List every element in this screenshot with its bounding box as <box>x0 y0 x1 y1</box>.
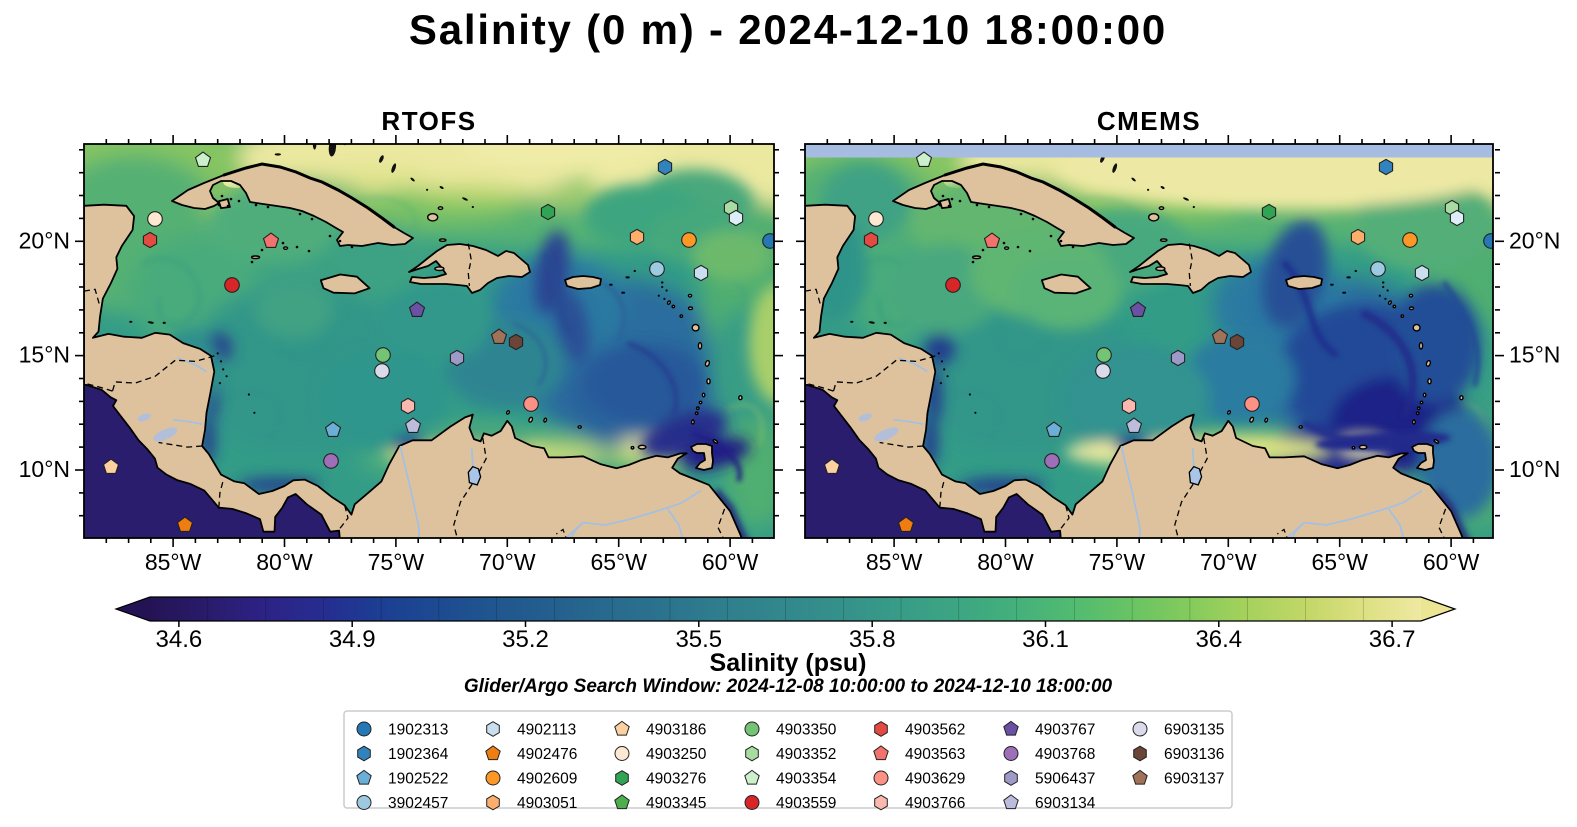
svg-text:70°W: 70°W <box>1200 549 1257 575</box>
svg-text:4903768: 4903768 <box>1035 746 1095 763</box>
svg-text:Salinity (0 m) - 2024-12-10 18: Salinity (0 m) - 2024-12-10 18:00:00 <box>409 6 1167 53</box>
svg-text:6903134: 6903134 <box>1035 795 1096 812</box>
svg-text:35.5: 35.5 <box>675 626 722 653</box>
svg-text:Salinity (psu): Salinity (psu) <box>710 649 867 677</box>
svg-text:6903136: 6903136 <box>1164 746 1224 763</box>
svg-text:85°W: 85°W <box>866 549 923 575</box>
svg-text:4902609: 4902609 <box>517 771 577 788</box>
svg-text:4902113: 4902113 <box>517 722 576 739</box>
svg-text:70°W: 70°W <box>479 549 536 575</box>
svg-text:4903352: 4903352 <box>776 746 836 763</box>
svg-text:1902364: 1902364 <box>388 746 449 763</box>
svg-text:4903562: 4903562 <box>905 722 965 739</box>
svg-text:4903629: 4903629 <box>905 771 965 788</box>
svg-text:4903186: 4903186 <box>646 722 706 739</box>
svg-text:35.8: 35.8 <box>849 626 896 653</box>
svg-text:3902457: 3902457 <box>388 795 448 812</box>
svg-text:4903354: 4903354 <box>776 771 837 788</box>
svg-text:1902522: 1902522 <box>388 771 448 788</box>
svg-text:4903250: 4903250 <box>646 746 707 763</box>
svg-text:80°W: 80°W <box>977 549 1034 575</box>
svg-text:34.9: 34.9 <box>329 626 376 653</box>
svg-text:RTOFS: RTOFS <box>381 106 476 136</box>
svg-text:4903563: 4903563 <box>905 746 965 763</box>
svg-text:4903051: 4903051 <box>517 795 577 812</box>
svg-text:4903276: 4903276 <box>646 771 706 788</box>
svg-text:75°W: 75°W <box>368 549 425 575</box>
svg-text:1902313: 1902313 <box>388 722 448 739</box>
svg-text:10°N: 10°N <box>1509 456 1560 482</box>
svg-text:15°N: 15°N <box>19 342 70 368</box>
svg-text:4903345: 4903345 <box>646 795 706 812</box>
svg-text:35.2: 35.2 <box>502 626 549 653</box>
svg-text:Glider/Argo Search Window: 202: Glider/Argo Search Window: 2024-12-08 10… <box>464 676 1113 697</box>
svg-text:60°W: 60°W <box>1423 549 1480 575</box>
svg-text:75°W: 75°W <box>1089 549 1146 575</box>
svg-text:CMEMS: CMEMS <box>1097 106 1201 136</box>
svg-text:36.7: 36.7 <box>1369 626 1416 653</box>
svg-text:65°W: 65°W <box>590 549 647 575</box>
svg-text:60°W: 60°W <box>702 549 759 575</box>
svg-text:36.4: 36.4 <box>1195 626 1242 653</box>
svg-text:6903135: 6903135 <box>1164 722 1224 739</box>
svg-text:6903137: 6903137 <box>1164 771 1224 788</box>
svg-text:4903767: 4903767 <box>1035 722 1095 739</box>
svg-text:4903559: 4903559 <box>776 795 836 812</box>
svg-text:4903350: 4903350 <box>776 722 837 739</box>
svg-text:10°N: 10°N <box>19 456 70 482</box>
svg-text:20°N: 20°N <box>1509 227 1560 253</box>
svg-text:65°W: 65°W <box>1311 549 1368 575</box>
svg-text:4903766: 4903766 <box>905 795 965 812</box>
svg-text:5906437: 5906437 <box>1035 771 1095 788</box>
svg-text:34.6: 34.6 <box>156 626 203 653</box>
svg-text:85°W: 85°W <box>145 549 202 575</box>
svg-text:15°N: 15°N <box>1509 342 1560 368</box>
svg-text:4902476: 4902476 <box>517 746 577 763</box>
svg-text:20°N: 20°N <box>19 227 70 253</box>
svg-text:80°W: 80°W <box>256 549 313 575</box>
svg-text:36.1: 36.1 <box>1022 626 1069 653</box>
